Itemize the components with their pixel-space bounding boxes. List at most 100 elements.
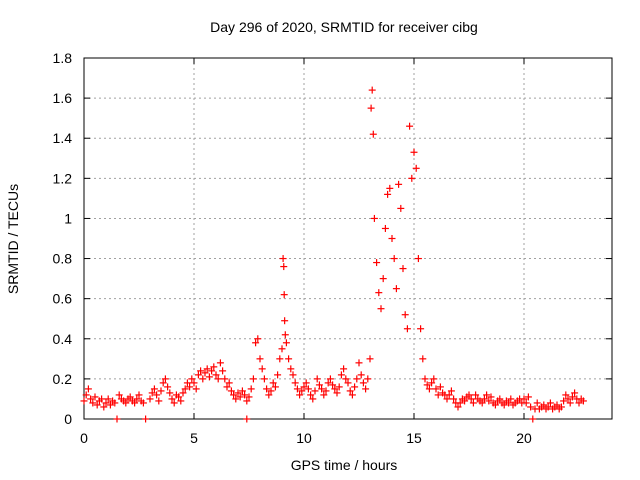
data-point [296,391,304,399]
data-point [238,387,246,395]
data-point [150,385,158,393]
data-point [553,401,561,409]
data-point [241,391,249,399]
data-point [432,385,440,393]
data-point [280,291,288,299]
data-point [320,391,328,399]
data-point [168,395,176,403]
y-axis-ticks: 0 0.2 0.4 0.6 0.8 1 1.2 1.4 1.6 1.8 [53,50,612,427]
data-point [84,385,92,393]
data-point [379,275,387,283]
data-point [164,383,172,391]
data-point [430,375,438,383]
data-point [447,387,455,395]
data-point [159,379,167,387]
data-point [210,363,218,371]
data-point [381,224,389,232]
data-point [568,393,576,401]
data-point [271,383,279,391]
data-point [487,393,495,401]
data-point [425,385,433,393]
y-tick-label: 0 [64,411,72,427]
data-point [443,395,451,403]
data-point [188,375,196,383]
y-tick-label: 1.8 [53,50,73,66]
data-point [113,415,121,423]
data-point [370,214,378,222]
data-point [579,397,587,405]
data-point [362,385,370,393]
data-point [390,255,398,263]
x-tick-label: 20 [516,430,532,446]
data-point [236,393,244,401]
data-point [467,395,475,403]
data-point [461,397,469,405]
data-point [249,375,257,383]
data-point [179,389,187,397]
data-point [285,355,293,363]
data-point [395,180,403,188]
data-point [408,174,416,182]
data-point [318,385,326,393]
data-point [221,375,229,383]
data-point [93,401,101,409]
data-point [524,393,532,401]
data-point [133,395,141,403]
data-point [386,184,394,192]
data-point [500,401,508,409]
data-point [281,331,289,339]
data-point [148,389,156,397]
data-point [197,367,205,375]
data-point [298,387,306,395]
data-point [313,375,321,383]
data-point [304,385,312,393]
data-point [421,375,429,383]
data-point [247,385,255,393]
y-axis-label: SRMTID / TECUs [5,184,21,294]
data-point [520,395,528,403]
plot-frame [83,57,613,420]
data-point [450,395,458,403]
data-point [267,387,275,395]
data-point [100,403,108,411]
data-point [287,365,295,373]
data-point [170,399,178,407]
data-point [214,375,222,383]
data-point [340,365,348,373]
data-point [227,387,235,395]
data-point [307,391,315,399]
data-point [254,335,262,343]
data-point [414,255,422,263]
x-tick-label: 0 [80,430,88,446]
data-point [203,365,211,373]
data-point [359,379,367,387]
data-point [445,391,453,399]
data-point [281,317,289,325]
data-point [311,387,319,395]
data-point [564,395,572,403]
data-point [436,383,444,391]
data-point [326,375,334,383]
data-point [562,391,570,399]
data-points [80,86,587,423]
data-point [333,389,341,397]
data-point [344,379,352,387]
y-tick-label: 0.2 [53,371,73,387]
data-point [300,383,308,391]
data-point [522,399,530,407]
data-point [419,355,427,363]
data-point [243,415,251,423]
data-point [252,339,260,347]
data-point [403,325,411,333]
x-tick-label: 15 [406,430,422,446]
data-point [348,391,356,399]
data-point [478,399,486,407]
data-point [410,148,418,156]
data-point [177,397,185,405]
data-point [208,367,216,375]
data-point [496,395,504,403]
data-point [106,401,114,409]
data-point [232,395,240,403]
data-point [337,371,345,379]
data-point [529,415,537,423]
